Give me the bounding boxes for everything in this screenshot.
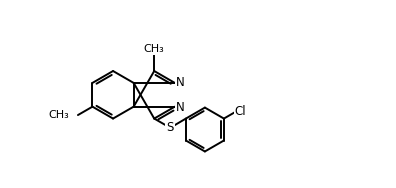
- Text: CH₃: CH₃: [49, 110, 69, 120]
- Text: N: N: [175, 101, 185, 114]
- Text: N: N: [175, 76, 185, 89]
- Text: CH₃: CH₃: [144, 44, 165, 54]
- Text: S: S: [166, 121, 174, 134]
- Text: Cl: Cl: [234, 105, 246, 118]
